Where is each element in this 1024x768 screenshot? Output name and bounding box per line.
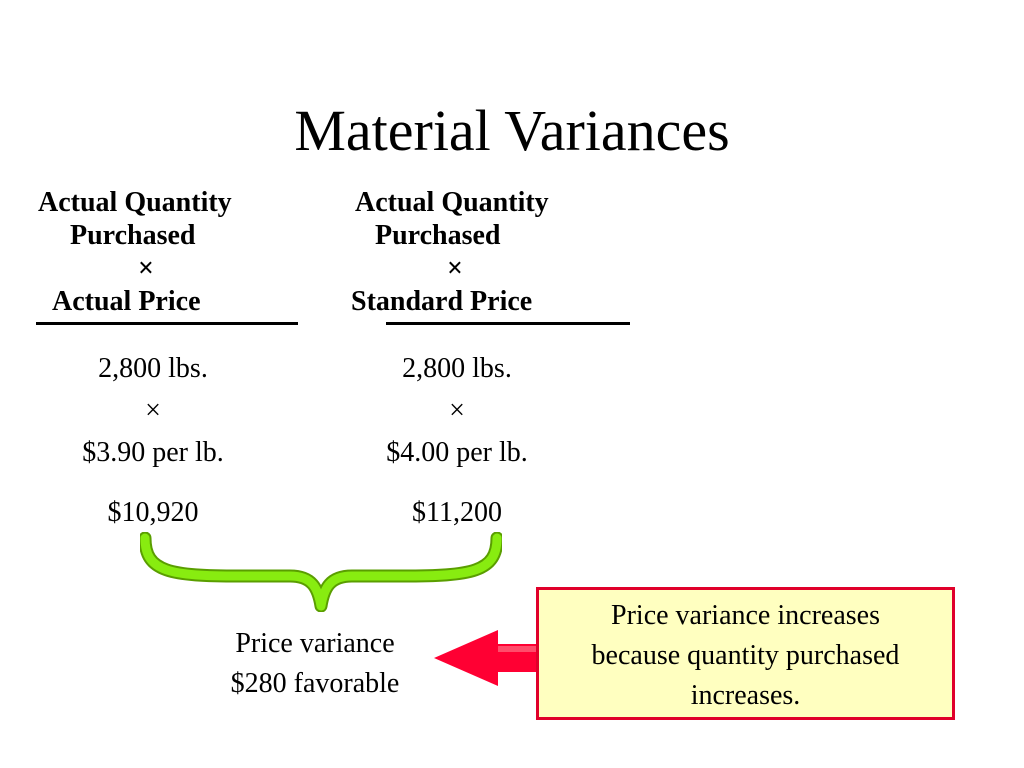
header-underline-right	[386, 322, 630, 325]
left-arrow-icon	[434, 630, 540, 686]
header-underline-left	[36, 322, 298, 325]
multiply-sign: ×	[145, 395, 161, 426]
variance-title: Price variance	[235, 628, 395, 659]
slide-title: Material Variances	[294, 98, 730, 163]
header-line-quantity: Actual Quantity	[38, 187, 232, 218]
actual-price-value: $3.90 per lb.	[82, 437, 224, 468]
standard-price-header: Actual Quantity Purchased × Standard Pri…	[351, 186, 549, 318]
callout-line: Price variance increases	[611, 600, 880, 631]
header-line-price: Standard Price	[351, 286, 533, 317]
header-line-purchased: Purchased	[375, 220, 501, 251]
variance-amount: $280 favorable	[230, 668, 400, 699]
curly-brace-icon	[140, 532, 502, 612]
header-line-purchased: Purchased	[70, 220, 196, 251]
standard-price-value: $4.00 per lb.	[386, 437, 528, 468]
multiply-sign: ×	[449, 395, 465, 426]
callout-line: increases.	[690, 680, 801, 711]
price-variance-label: Price variance $280 favorable	[190, 624, 440, 704]
standard-total-value: $11,200	[412, 497, 502, 528]
actual-quantity-value: 2,800 lbs.	[98, 353, 208, 384]
note-callout-box: Price variance increases because quantit…	[536, 587, 955, 720]
callout-line: because quantity purchased	[591, 640, 900, 671]
actual-total-value: $10,920	[107, 497, 199, 528]
header-line-price: Actual Price	[52, 286, 201, 317]
multiply-sign: ×	[138, 253, 154, 284]
actual-quantity-value: 2,800 lbs.	[402, 353, 512, 384]
multiply-sign: ×	[447, 253, 463, 284]
actual-price-header: Actual Quantity Purchased × Actual Price	[38, 186, 232, 318]
header-line-quantity: Actual Quantity	[355, 187, 549, 218]
